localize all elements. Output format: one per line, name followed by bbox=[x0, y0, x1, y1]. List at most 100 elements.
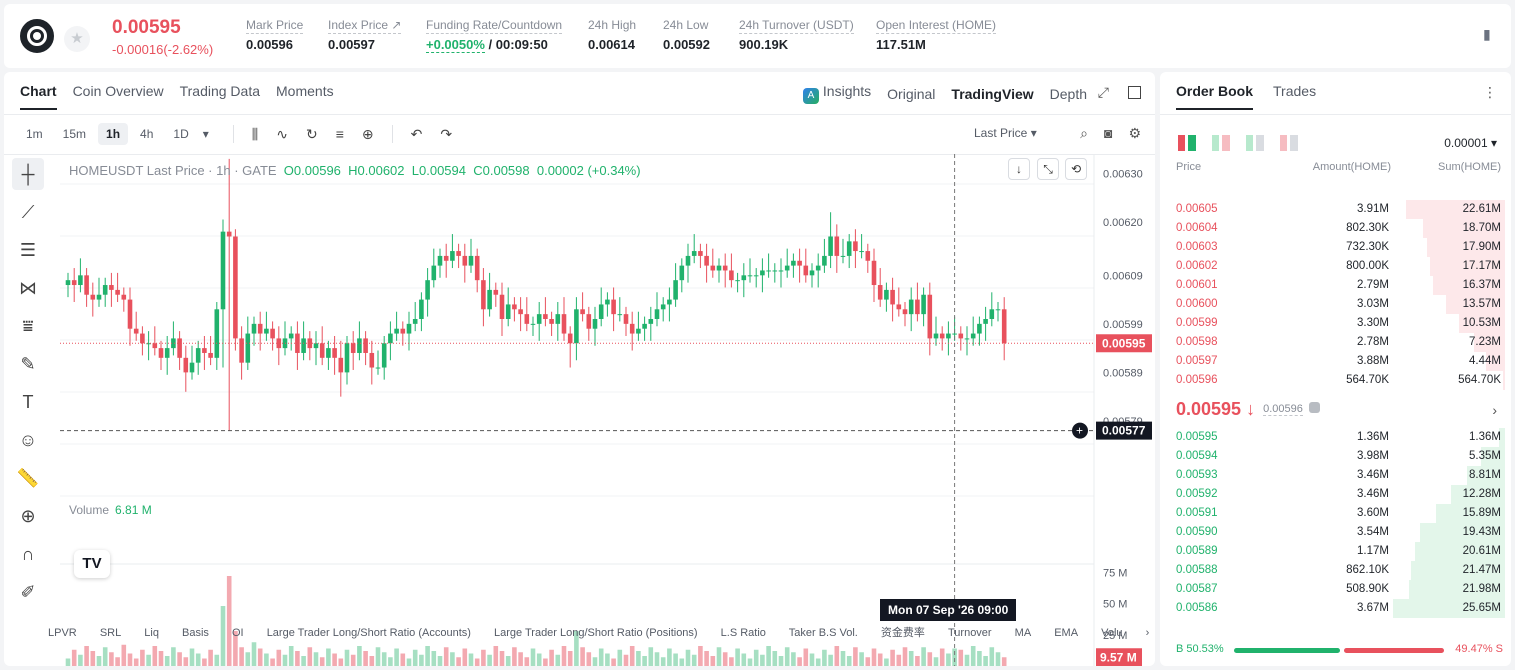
candlestick-chart[interactable]: 0.00630 0.00620 0.00609 0.00599 0.00589 0.005… bbox=[60, 154, 1155, 666]
row-price: 0.00597 bbox=[1176, 355, 1218, 367]
more-icon[interactable]: ⋮ bbox=[1483, 84, 1497, 100]
bid-row[interactable]: 0.00589 1.17M 20.61M bbox=[1160, 542, 1511, 561]
ask-row[interactable]: 0.00596 564.70K 564.70K bbox=[1160, 371, 1511, 390]
ask-row[interactable]: 0.00597 3.88M 4.44M bbox=[1160, 352, 1511, 371]
stat-mark-price[interactable]: Mark Price 0.00596 bbox=[246, 18, 304, 52]
indicator-item[interactable]: Liq bbox=[144, 627, 159, 639]
tab-chart[interactable]: Chart bbox=[20, 83, 57, 110]
window-icon[interactable] bbox=[1128, 86, 1141, 99]
indicator-item[interactable]: LPVR bbox=[48, 627, 77, 639]
price-source-select[interactable]: Last Price ▾ bbox=[974, 126, 1037, 140]
undo-icon[interactable]: ↶ bbox=[410, 125, 423, 142]
book-mode-split-icon[interactable] bbox=[1212, 135, 1230, 151]
tab-insights[interactable]: A Insights bbox=[802, 83, 871, 104]
indicator-item[interactable]: Large Trader Long/Short Ratio (Positions… bbox=[493, 627, 698, 639]
ruler-icon[interactable]: 📏 bbox=[16, 468, 40, 488]
stat-index-price[interactable]: Index Price ↗ 0.00597 bbox=[328, 18, 402, 52]
book-mode-bids-icon[interactable] bbox=[1246, 135, 1264, 151]
volume-bar bbox=[233, 631, 238, 666]
interval-1d[interactable]: 1D bbox=[173, 127, 189, 141]
candle-type-icon[interactable]: ⫼ bbox=[251, 125, 259, 142]
interval-1h[interactable]: 1h bbox=[98, 123, 129, 145]
redo-icon[interactable]: ↷ bbox=[440, 125, 453, 142]
tab-moments[interactable]: Moments bbox=[276, 83, 334, 99]
indicator-item[interactable]: MA bbox=[1014, 627, 1032, 639]
tab-trades[interactable]: Trades bbox=[1273, 83, 1317, 99]
volume-bar bbox=[964, 654, 970, 666]
book-mode-both-icon[interactable] bbox=[1178, 135, 1196, 151]
stat-24h-turnover[interactable]: 24h Turnover (USDT) 900.19K bbox=[739, 18, 854, 52]
interval-15m[interactable]: 15m bbox=[62, 127, 87, 141]
zoom-icon[interactable]: ⊕ bbox=[20, 506, 36, 526]
favorite-star-icon[interactable]: ★ bbox=[64, 26, 90, 52]
bid-row[interactable]: 0.00592 3.46M 12.28M bbox=[1160, 485, 1511, 504]
bid-row[interactable]: 0.00595 1.36M 1.36M bbox=[1160, 428, 1511, 447]
tab-order-book[interactable]: Order Book bbox=[1176, 83, 1254, 110]
pattern-icon[interactable]: ⋈ bbox=[19, 278, 37, 298]
indicator-item[interactable]: Large Trader Long/Short Ratio (Accounts) bbox=[266, 627, 471, 639]
stat-funding-rate[interactable]: Funding Rate/Countdown +0.0050% / 00:09:… bbox=[426, 18, 563, 53]
bid-row[interactable]: 0.00587 508.90K 21.98M bbox=[1160, 580, 1511, 599]
candle-body bbox=[859, 251, 864, 253]
indicator-item[interactable]: Volu bbox=[1101, 627, 1123, 639]
indicator-item[interactable]: EMA bbox=[1054, 627, 1079, 639]
interval-1m[interactable]: 1m bbox=[26, 127, 43, 141]
scroll-down-icon[interactable]: ↓ bbox=[1008, 158, 1030, 180]
chevron-right-icon[interactable]: › bbox=[1145, 627, 1150, 639]
indicator-item[interactable]: 资金费率 bbox=[880, 627, 925, 639]
bid-row[interactable]: 0.00590 3.54M 19.43M bbox=[1160, 523, 1511, 542]
ask-row[interactable]: 0.00604 802.30K 18.70M bbox=[1160, 219, 1511, 238]
refresh-icon[interactable]: ⟲ bbox=[1065, 158, 1087, 180]
ask-row[interactable]: 0.00605 3.91M 22.61M bbox=[1160, 200, 1511, 219]
collapse-icon[interactable]: ⤡ bbox=[1037, 158, 1059, 180]
indicator-item[interactable]: Basis bbox=[182, 627, 209, 639]
text-icon[interactable]: T bbox=[22, 392, 34, 412]
emoji-icon[interactable]: ☺ bbox=[18, 430, 38, 450]
indicator-item[interactable]: L.S Ratio bbox=[720, 627, 766, 639]
replay-icon[interactable]: ↻ bbox=[305, 125, 318, 142]
interval-4h[interactable]: 4h bbox=[140, 127, 154, 141]
magnet-icon[interactable]: ∩ bbox=[21, 544, 35, 564]
tab-tradingview[interactable]: TradingView bbox=[951, 85, 1034, 102]
gear-icon[interactable]: ⚙ bbox=[1128, 125, 1141, 141]
indicator-item[interactable]: Taker B.S Vol. bbox=[788, 627, 858, 639]
search-icon[interactable]: ⌕ bbox=[1080, 125, 1088, 141]
ask-row[interactable]: 0.00600 3.03M 13.57M bbox=[1160, 295, 1511, 314]
camera-icon[interactable]: ◙ bbox=[1103, 125, 1113, 141]
row-sum: 10.53M bbox=[1462, 317, 1501, 329]
tab-coin-overview[interactable]: Coin Overview bbox=[72, 83, 164, 99]
indicators-icon[interactable]: ∿ bbox=[276, 125, 288, 142]
fib-icon[interactable]: ⩸ bbox=[22, 316, 34, 336]
bid-row[interactable]: 0.00593 3.46M 8.81M bbox=[1160, 466, 1511, 485]
add-indicator-icon[interactable]: ⊕ bbox=[361, 125, 374, 142]
book-icon[interactable]: ▮ bbox=[1483, 26, 1491, 42]
brush-icon[interactable]: ✎ bbox=[20, 354, 36, 374]
expand-icon[interactable]: ⤢ bbox=[1097, 84, 1109, 100]
indicator-item[interactable]: Turnover bbox=[947, 627, 992, 639]
tab-original[interactable]: Original bbox=[887, 85, 936, 102]
horizontal-lines-icon[interactable]: ☰ bbox=[19, 240, 37, 260]
indicator-item[interactable]: OI bbox=[232, 627, 244, 639]
templates-icon[interactable]: ≡ bbox=[335, 126, 344, 142]
book-mode-asks-icon[interactable] bbox=[1280, 135, 1298, 151]
indicator-item[interactable]: SRL bbox=[99, 627, 122, 639]
chevron-right-icon[interactable]: › bbox=[1492, 402, 1497, 418]
pencil-icon[interactable]: ✐ bbox=[20, 582, 36, 602]
trendline-icon[interactable]: ⟋ bbox=[21, 202, 35, 222]
interval-dropdown-icon[interactable]: ▾ bbox=[202, 127, 209, 141]
crosshair-icon[interactable]: ┼ bbox=[12, 158, 44, 190]
ask-row[interactable]: 0.00599 3.30M 10.53M bbox=[1160, 314, 1511, 333]
stat-open-interest[interactable]: Open Interest (HOME) 117.51M bbox=[876, 18, 997, 52]
ask-row[interactable]: 0.00598 2.78M 7.23M bbox=[1160, 333, 1511, 352]
ask-row[interactable]: 0.00603 732.30K 17.90M bbox=[1160, 238, 1511, 257]
tick-size-select[interactable]: 0.00001 ▾ bbox=[1444, 136, 1497, 150]
bid-row[interactable]: 0.00586 3.67M 25.65M bbox=[1160, 599, 1511, 618]
volume-tag-text: 9.57 M bbox=[1100, 650, 1137, 664]
bid-row[interactable]: 0.00588 862.10K 21.47M bbox=[1160, 561, 1511, 580]
bid-row[interactable]: 0.00594 3.98M 5.35M bbox=[1160, 447, 1511, 466]
bid-row[interactable]: 0.00591 3.60M 15.89M bbox=[1160, 504, 1511, 523]
tab-trading-data[interactable]: Trading Data bbox=[179, 83, 261, 99]
ask-row[interactable]: 0.00601 2.79M 16.37M bbox=[1160, 276, 1511, 295]
tab-depth[interactable]: Depth bbox=[1049, 85, 1087, 102]
ask-row[interactable]: 0.00602 800.00K 17.17M bbox=[1160, 257, 1511, 276]
